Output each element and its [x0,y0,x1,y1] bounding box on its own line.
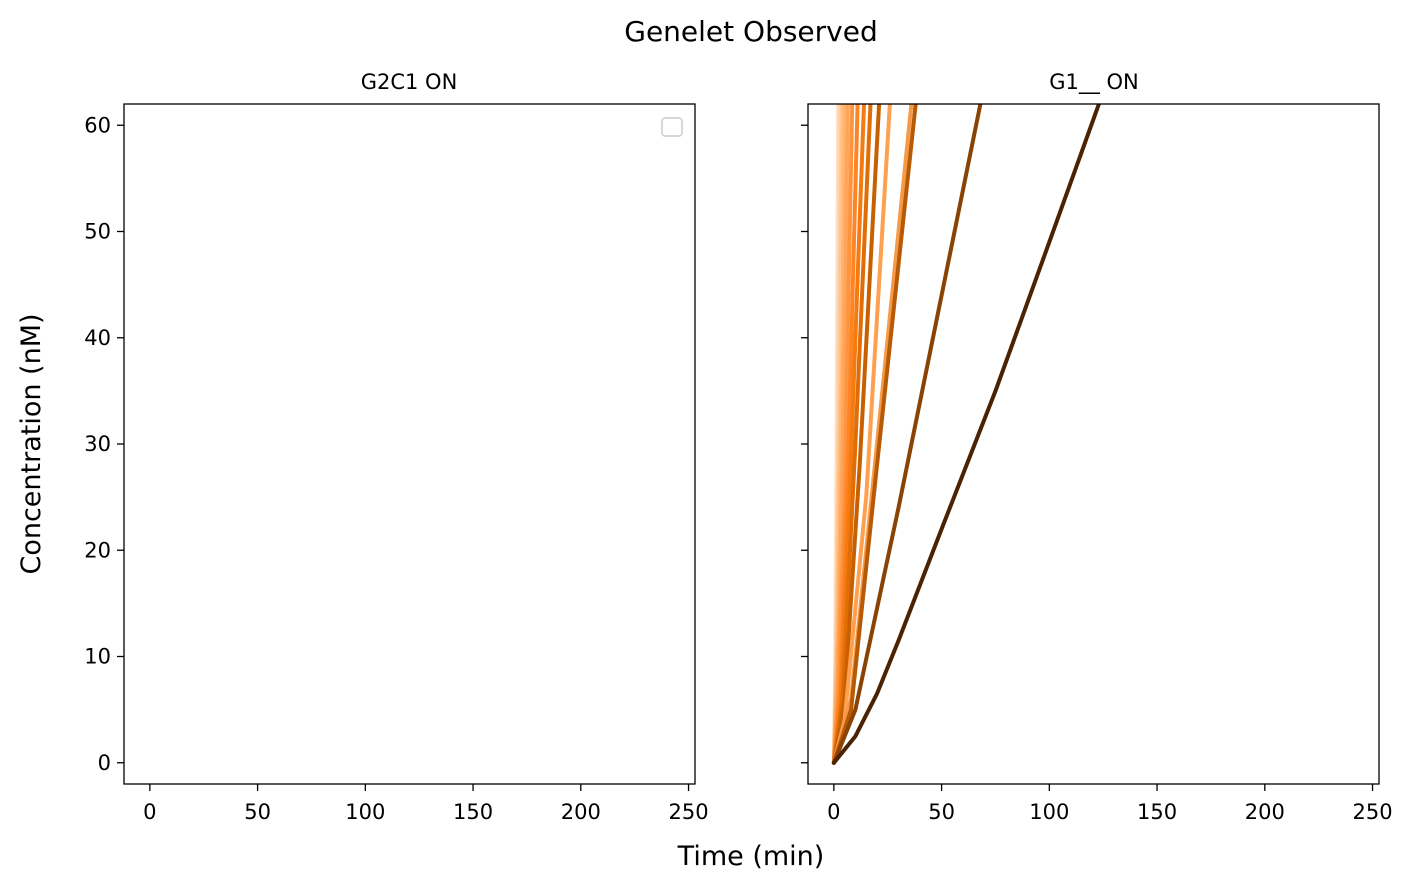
plot-frame [123,103,696,785]
series-line-10 [831,104,882,765]
x-tick-label: 100 [1029,800,1069,824]
y-tick-label: 40 [84,326,111,350]
panel-title: G1__ ON [1049,70,1139,95]
panel-g1-on: G1__ ON 0 50 100 150 200 250 [801,70,1393,824]
series-line-14 [831,104,983,765]
y-axis-label: Concentration (nM) [16,313,47,574]
series-lines [831,104,1101,765]
x-tick-label: 150 [1137,800,1177,824]
x-tick-label: 250 [668,800,708,824]
x-tick-label: 250 [1352,800,1392,824]
y-tick-label: 10 [84,645,111,669]
y-tick-label: 20 [84,538,111,562]
x-tick-label: 200 [1245,800,1285,824]
axis-ticks: 0 50 100 150 200 250 [801,124,1393,824]
panel-g2c1-on: G2C1 ON 0 50 100 150 200 250 0 10 20 30 40 50 60 [84,70,708,824]
figure-title: Genelet Observed [624,15,878,48]
x-tick-label: 200 [561,800,601,824]
x-tick-label: 150 [453,800,493,824]
panel-title: G2C1 ON [361,70,458,94]
x-tick-label: 0 [143,800,156,824]
x-axis-label: Time (min) [677,841,825,872]
axis-ticks: 0 50 100 150 200 250 0 10 20 30 40 50 60 [84,113,708,824]
y-tick-label: 50 [84,220,111,244]
x-tick-label: 100 [345,800,385,824]
x-tick-label: 0 [827,800,840,824]
y-tick-label: 0 [98,751,111,775]
x-tick-label: 50 [928,800,955,824]
x-tick-label: 50 [244,800,271,824]
y-tick-label: 30 [84,432,111,456]
y-tick-label: 60 [84,113,111,137]
series-line-15 [831,104,1101,765]
plot-frame [807,103,1380,785]
legend-box [661,117,683,137]
